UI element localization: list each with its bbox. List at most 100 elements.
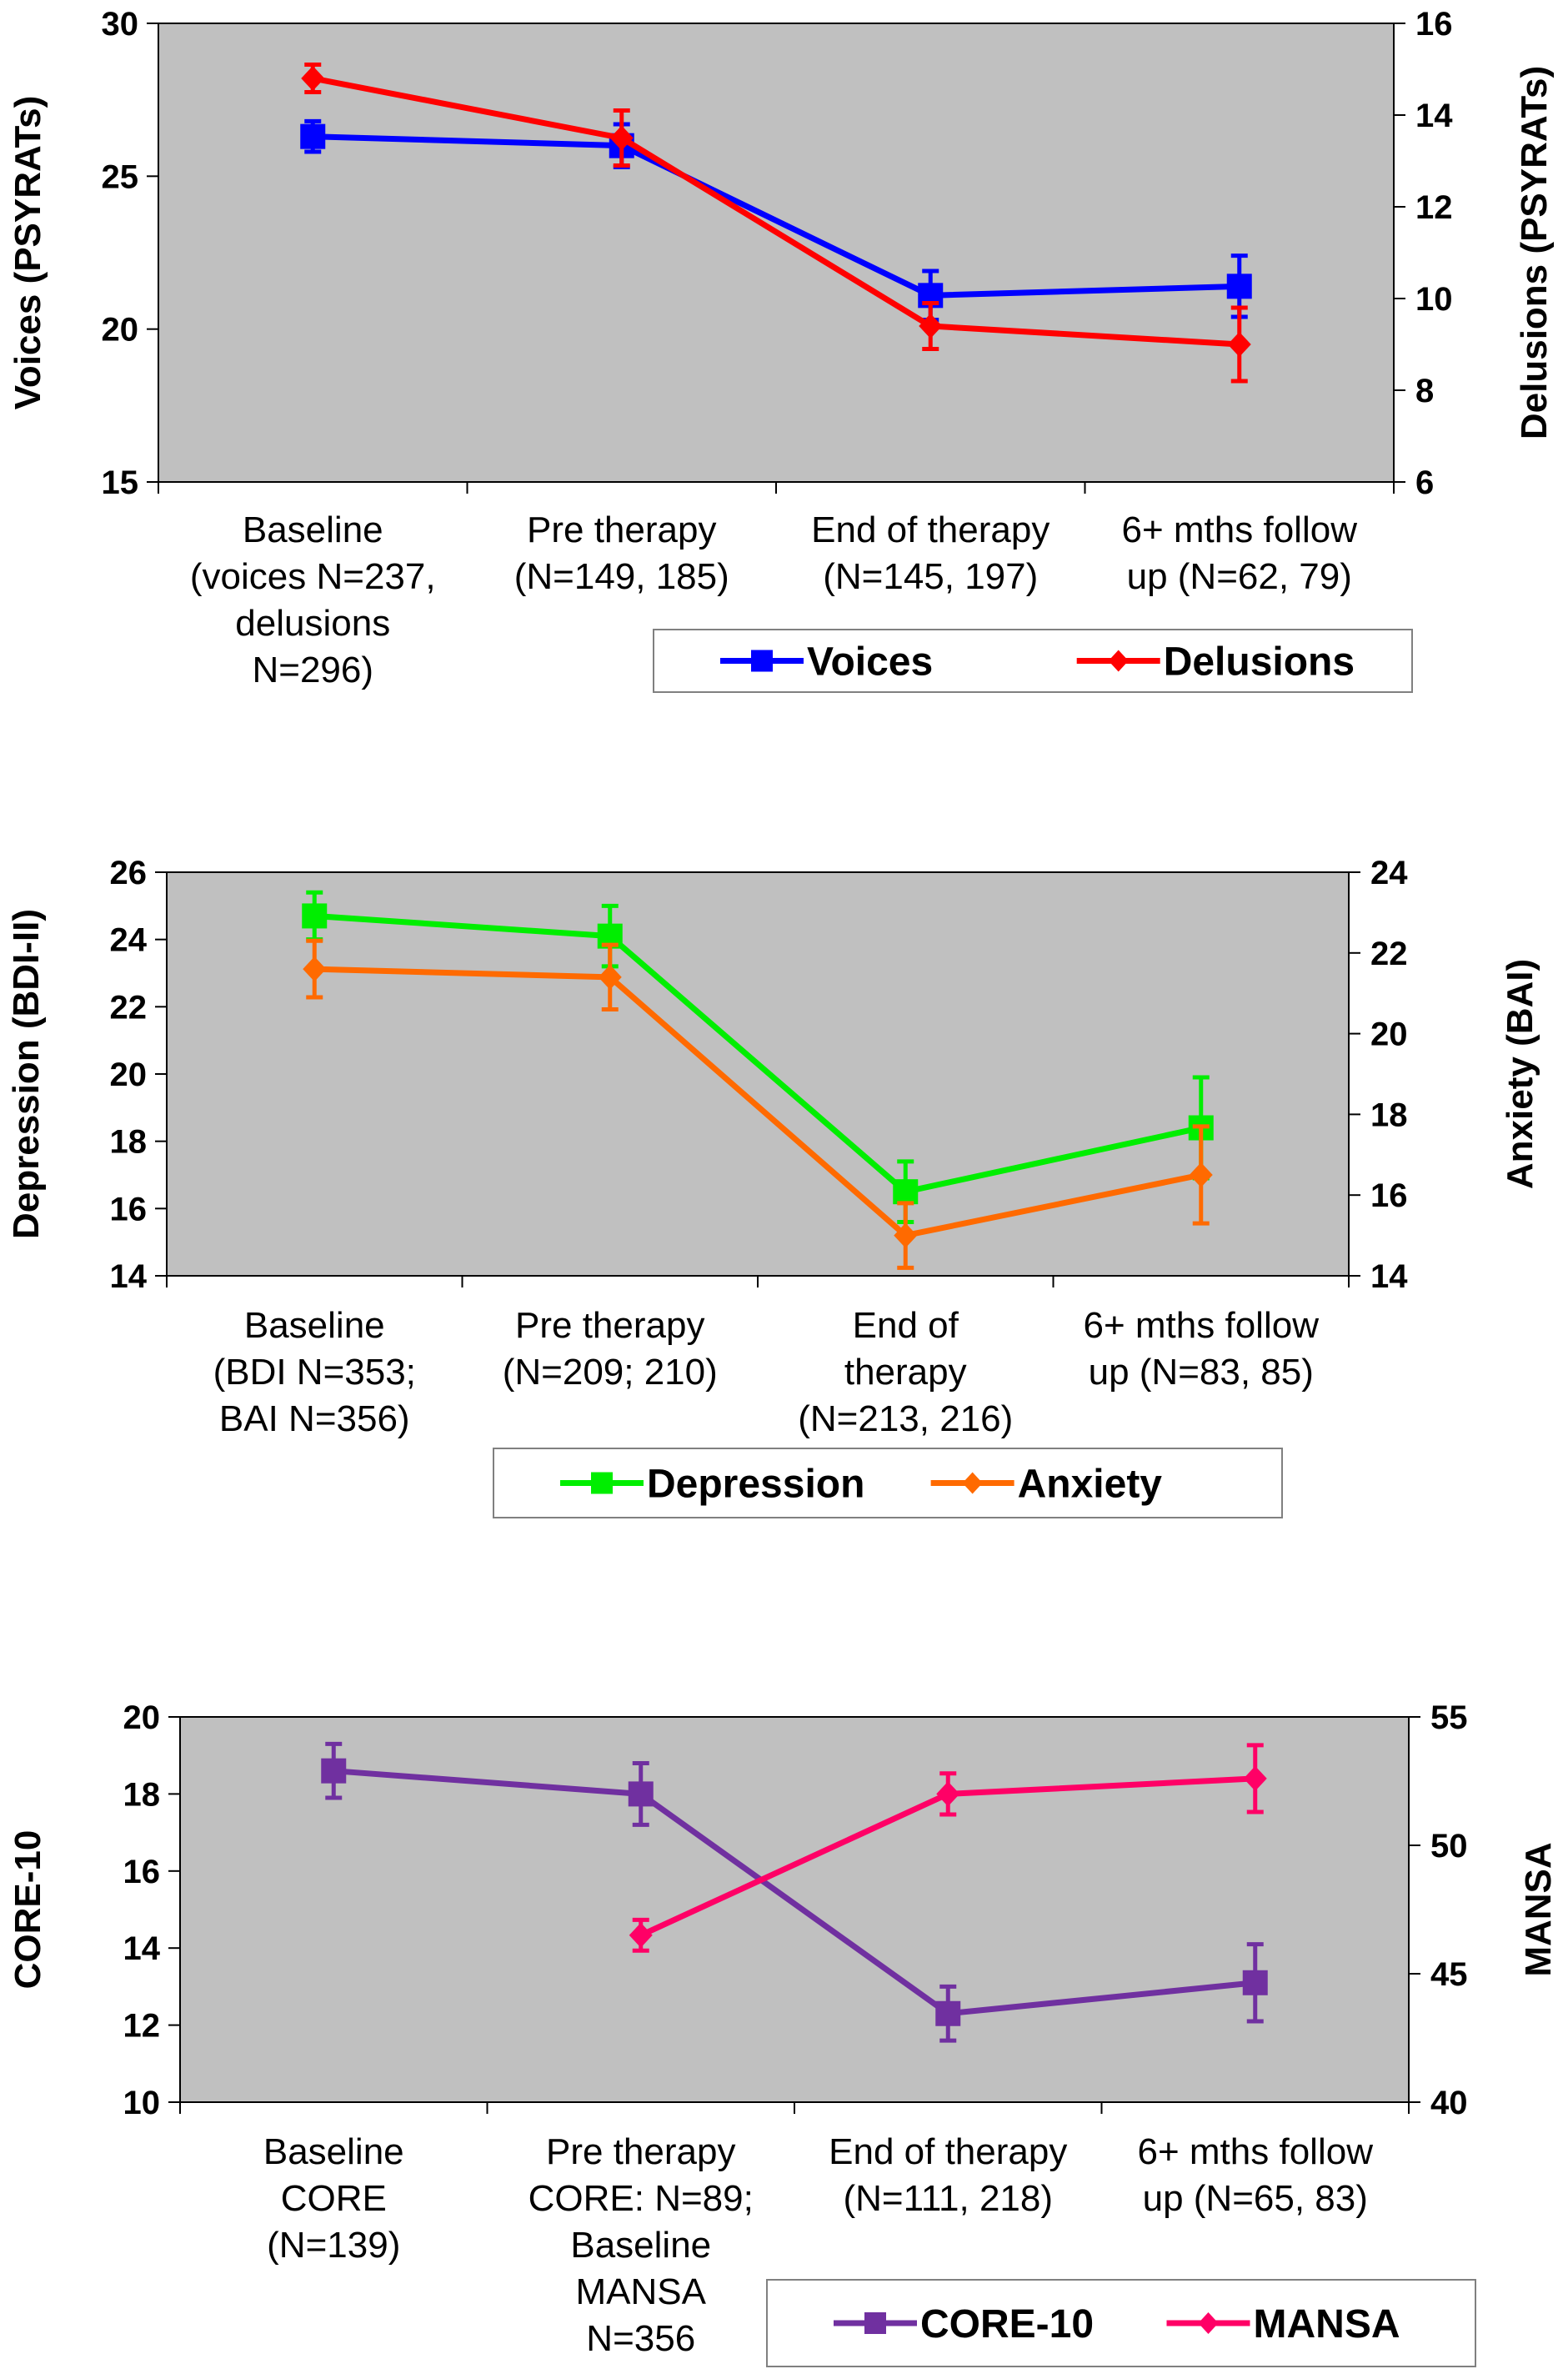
x-category-label: End of therapy (N=145, 197) [811,509,1050,597]
y-left-axis-title: CORE-10 [8,1830,48,1990]
y-left-tick-label: 20 [123,1699,161,1736]
series-line [314,966,1202,1239]
y-left-tick-label: 15 [102,464,139,501]
y-right-tick-label: 6 [1415,464,1434,501]
series-line [333,1768,1256,2017]
y-left-tick-label: 12 [123,2008,161,2045]
x-category-label: Pre therapy (N=209; 210) [503,1305,718,1393]
x-category-label-line: (voices N=237, [190,556,436,597]
x-category-label-line: N=296) [252,650,373,690]
legend-marker-diamond [962,1472,983,1494]
legend-label: Delusions [1164,640,1355,685]
data-point-diamond [303,956,327,982]
x-category-label-line: (BDI N=353; [213,1352,416,1393]
legend-marker-square [591,1472,613,1494]
chart-2: 14 16 18 20 22 24 26 14 16 18 20 22 24 Depression (BD… [6,855,1540,1518]
y-right-tick-label: 16 [1370,1177,1408,1214]
y-left-tick-label: 14 [123,1930,161,1967]
x-category-label-line: (N=111, 218) [843,2178,1053,2219]
plot-area [158,23,1395,483]
data-point-square [893,1179,919,1205]
x-category-label: Baseline CORE (N=139) [263,2131,404,2266]
data-point-square [628,1781,654,1807]
series-line [312,75,1240,348]
data-point-diamond [629,1922,653,1948]
x-category-label-line: N=356 [586,2318,695,2359]
series-line [314,912,1202,1195]
data-point-square [321,1758,347,1784]
x-category-label-line: 6+ mths follow [1122,509,1358,550]
y-left-tick-label: 14 [110,1258,148,1295]
x-category-label: 6+ mths follow up (N=65, 83) [1138,2131,1374,2219]
y-left-tick-label: 16 [123,1854,161,1890]
y-right-tick-label: 55 [1430,1699,1468,1736]
legend-label: MANSA [1254,2302,1400,2346]
x-category-label-line: up (N=62, 79) [1127,556,1352,597]
x-category-label-line: therapy [844,1352,967,1393]
x-category-label-line: Baseline [263,2131,404,2172]
legend-label: Depression [647,1463,864,1507]
x-category-label-line: Baseline [244,1305,385,1346]
data-point-square [302,903,328,929]
x-category-label-line: (N=139) [267,2225,400,2266]
x-category-label-line: Baseline [243,509,383,550]
y-right-tick-label: 40 [1430,2085,1468,2121]
y-left-tick-label: 25 [102,158,139,195]
x-category-label-line: Baseline [570,2225,711,2266]
x-category-label-line: BAI N=356) [219,1398,410,1439]
x-category-label: Pre therapy CORE: N=89; Baseline MANSA N=356 [529,2131,754,2359]
x-category-label: 6+ mths follow up (N=62, 79) [1122,509,1358,597]
y-left-tick-label: 26 [110,855,148,891]
x-category-label-line: Pre therapy [546,2131,735,2172]
data-point-diamond [598,964,622,990]
y-right-tick-label: 45 [1430,1956,1468,1993]
x-category-label-line: 6+ mths follow [1138,2131,1374,2172]
y-right-tick-label: 10 [1415,281,1453,318]
legend-label: Voices [807,640,933,685]
data-point-diamond [894,1222,918,1248]
x-category-label-line: (N=213, 216) [798,1398,1013,1439]
y-left-axis-title: Voices (PSYRATs) [8,96,48,410]
y-left-tick-label: 30 [102,6,139,43]
legend-marker-square [864,2312,886,2334]
x-category-label-line: delusions [235,603,390,644]
data-point-diamond [1189,1162,1213,1187]
series-delusions [301,63,1251,384]
y-left-tick-label: 18 [123,1776,161,1813]
series-core-10 [321,1741,1268,2043]
data-point-square [935,2000,961,2026]
x-category-label: 6+ mths follow up (N=83, 85) [1084,1305,1320,1393]
legend-marker-square [751,650,773,672]
y-right-tick-label: 16 [1415,6,1453,43]
y-left-tick-label: 20 [102,312,139,349]
chart-3: 10 12 14 16 18 20 40 45 50 55 CORE-10 MANSA Baseline… [8,1699,1559,2367]
y-left-tick-label: 18 [110,1124,148,1161]
x-category-label-line: CORE [281,2178,387,2219]
y-left-tick-label: 16 [110,1191,148,1227]
x-category-label-line: up (N=83, 85) [1089,1352,1314,1393]
series-anxiety [303,938,1213,1270]
x-category-label-line: Pre therapy [527,509,716,550]
legend-marker-diamond [1198,2312,1219,2334]
y-right-tick-label: 50 [1430,1828,1468,1865]
y-right-tick-label: 8 [1415,373,1434,409]
y-right-axis-title: Anxiety (BAI) [1500,959,1540,1189]
legend-marker-diamond [1108,650,1129,672]
series-line [313,133,1240,299]
x-category-label-line: (N=145, 197) [823,556,1038,597]
x-category-label-line: (N=209; 210) [503,1352,718,1393]
y-right-tick-label: 22 [1370,936,1408,972]
y-left-tick-label: 22 [110,989,148,1026]
y-left-tick-label: 10 [123,2085,161,2121]
x-category-label-line: End of therapy [811,509,1050,550]
data-point-diamond [609,125,634,151]
x-category-label-line: (N=149, 185) [514,556,729,597]
x-category-label-line: up (N=65, 83) [1143,2178,1368,2219]
x-category-label: Pre therapy (N=149, 185) [514,509,729,597]
data-point-diamond [301,66,325,91]
y-left-tick-label: 20 [110,1057,148,1093]
x-category-label-line: End of [853,1305,959,1346]
x-category-label: Baseline (BDI N=353; BAI N=356) [213,1305,416,1439]
data-point-diamond [919,314,943,339]
